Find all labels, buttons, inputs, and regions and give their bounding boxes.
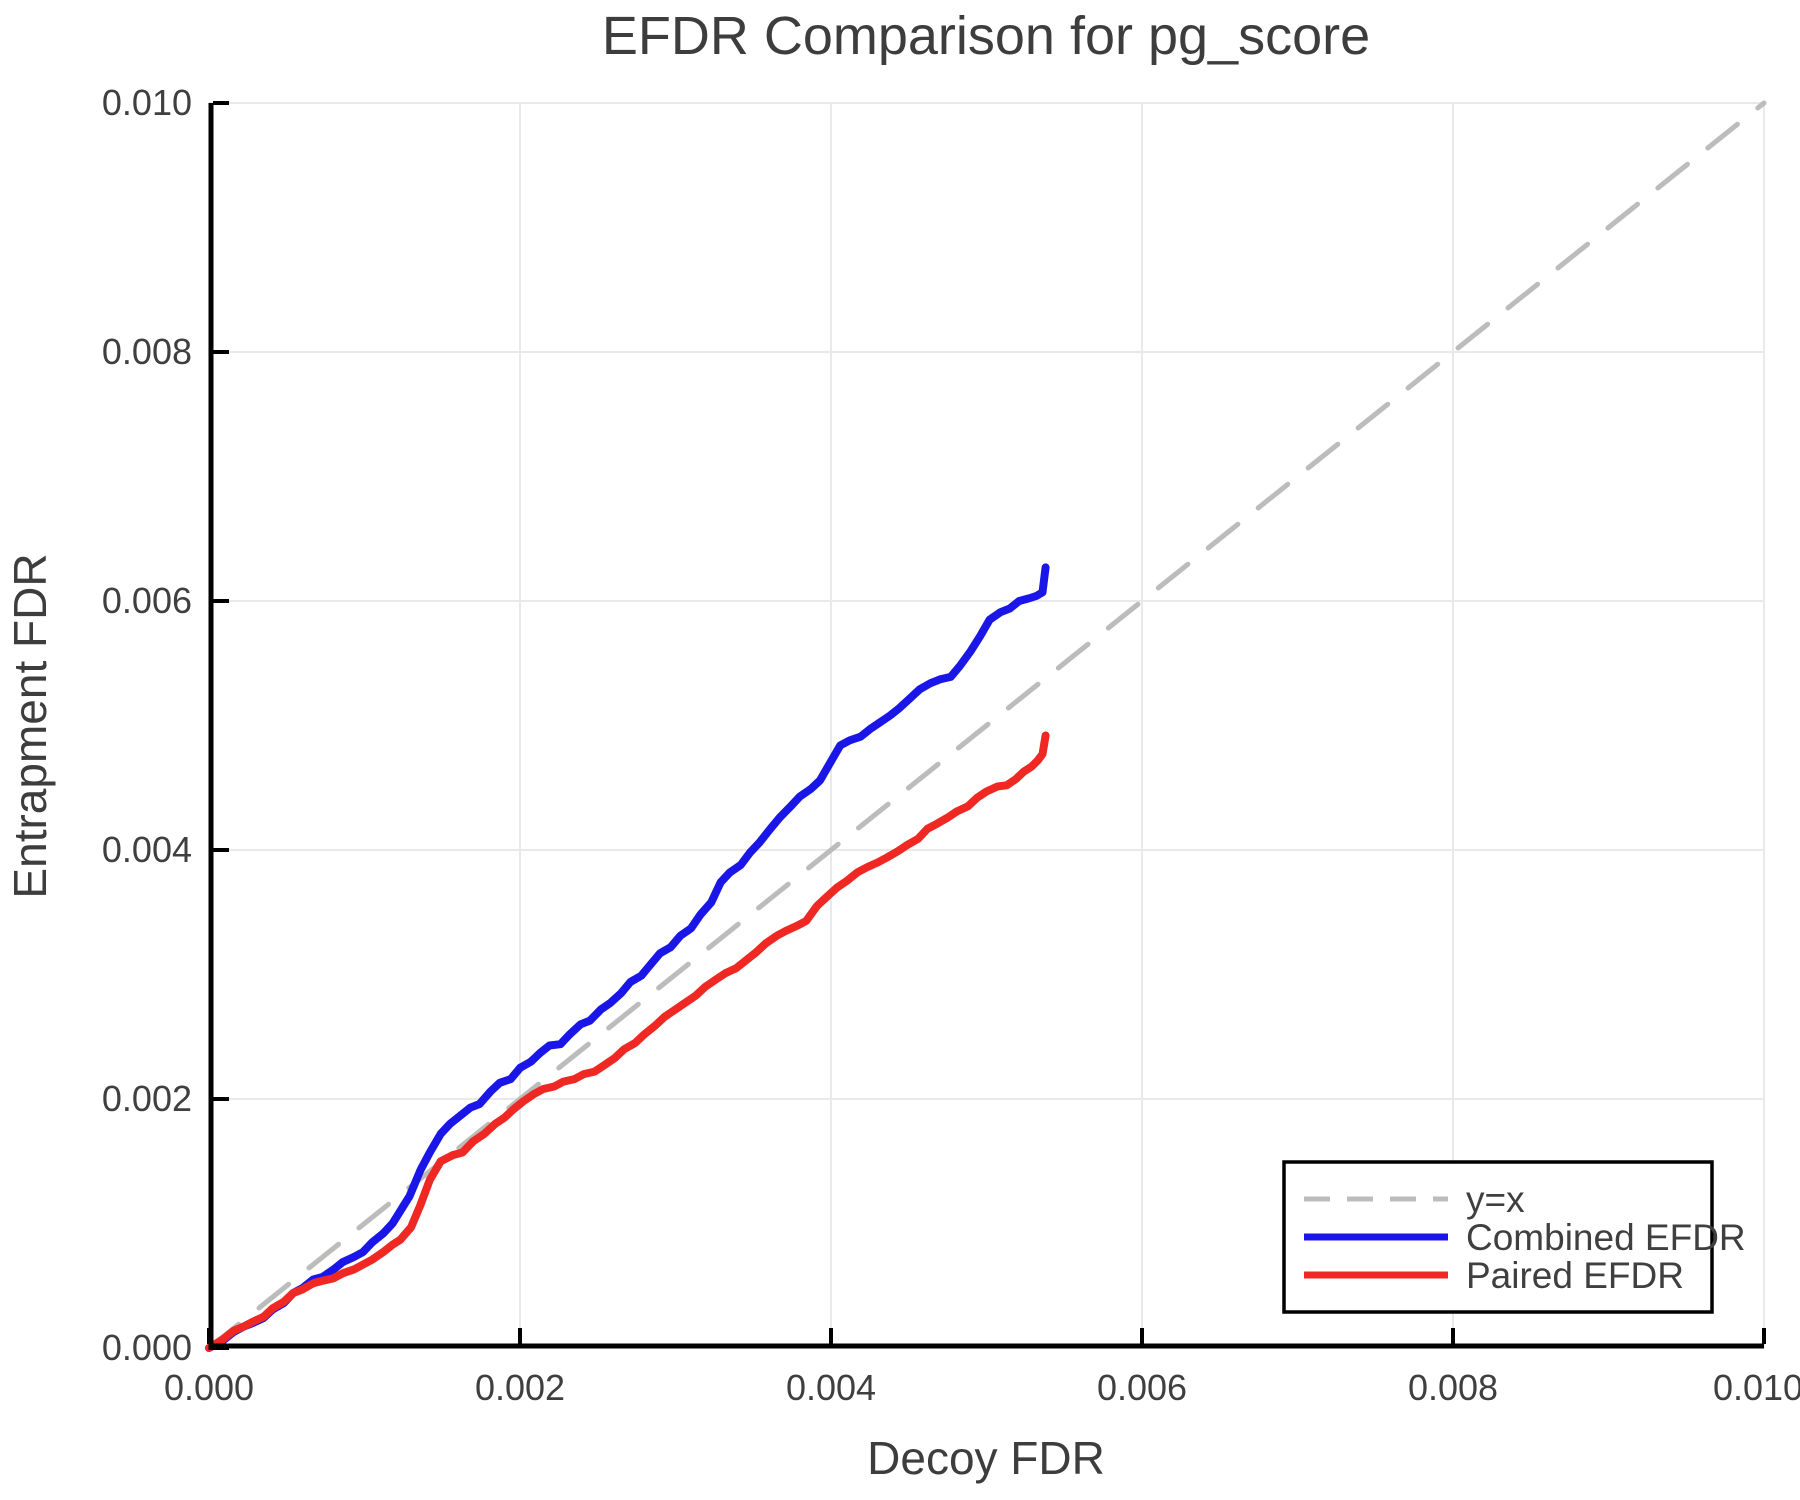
x-tick-label: 0.002 xyxy=(475,1367,565,1408)
x-tick-label: 0.008 xyxy=(1408,1367,1498,1408)
reference-line-y-equals-x xyxy=(206,100,1767,1351)
legend-label: Paired EFDR xyxy=(1466,1255,1684,1296)
y-axis-label: Entrapment FDR xyxy=(4,553,56,898)
chart-title: EFDR Comparison for pg_score xyxy=(602,6,1370,66)
y-tick-label: 0.006 xyxy=(102,580,192,621)
x-tick-label: 0.000 xyxy=(164,1367,254,1408)
tick-labels: 0.000 0.002 0.004 0.006 0.008 0.010 0.000 0.002… xyxy=(102,82,1800,1408)
x-tick-label: 0.010 xyxy=(1713,1367,1800,1408)
y-tick-label: 0.004 xyxy=(102,829,192,870)
x-tick-label: 0.006 xyxy=(1097,1367,1187,1408)
y-tick-label: 0.000 xyxy=(102,1327,192,1368)
paired-efdr-line xyxy=(205,731,1050,1352)
y-tick-label: 0.010 xyxy=(102,82,192,123)
y-tick-label: 0.008 xyxy=(102,331,192,372)
legend-label: Combined EFDR xyxy=(1466,1217,1746,1258)
combined-efdr-line xyxy=(205,563,1050,1352)
axes xyxy=(207,101,1766,1350)
x-axis-label: Decoy FDR xyxy=(867,1432,1105,1484)
y-tick-label: 0.002 xyxy=(102,1078,192,1119)
gridlines xyxy=(209,102,1765,1348)
data-series xyxy=(205,100,1767,1352)
x-tick-label: 0.004 xyxy=(786,1367,876,1408)
legend-label: y=x xyxy=(1466,1179,1525,1220)
